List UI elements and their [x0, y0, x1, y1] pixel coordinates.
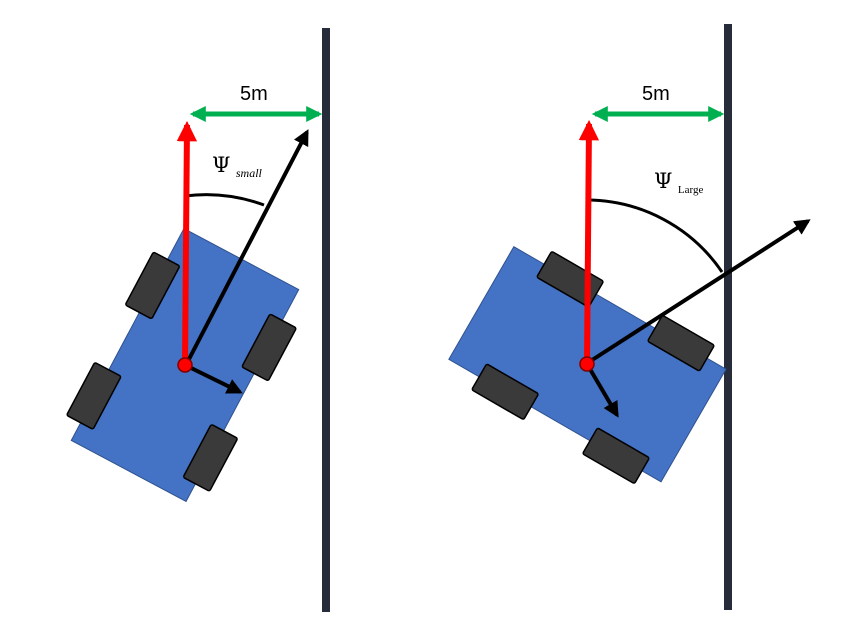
- right-wheel-rear-left: [582, 427, 650, 484]
- right-angle-label: Ψ Large: [654, 169, 703, 196]
- right-velocity-arrow: [587, 219, 811, 364]
- left-wheel-rear-right: [183, 424, 238, 492]
- left-angle-subscript: small: [236, 166, 263, 180]
- left-wheel-rear-left: [66, 362, 122, 430]
- left-vehicle-center: [177, 357, 193, 373]
- right-heading-arrow: [578, 119, 600, 365]
- right-wheel-front-left: [471, 363, 539, 420]
- left-angle-symbol: Ψ: [212, 153, 230, 177]
- right-lateral-arrow: [585, 362, 619, 418]
- left-wheel-front-left: [125, 251, 180, 320]
- left-distance-label: 5m: [240, 83, 268, 105]
- left-velocity-arrow: [185, 129, 309, 364]
- right-angle-symbol: Ψ: [654, 169, 672, 193]
- right-angle-subscript: Large: [678, 184, 704, 196]
- right-wheel-rear-right: [647, 315, 715, 372]
- left-angle-arc: [184, 193, 265, 207]
- right-vehicle-center: [579, 356, 595, 372]
- left-lateral-arrow: [184, 363, 243, 394]
- left-wheel-front-right: [241, 313, 297, 381]
- left-angle-label: Ψ small: [212, 153, 263, 180]
- right-angle-arc: [586, 198, 724, 273]
- right-distance-label: 5m: [642, 83, 670, 105]
- left-panel: 5m Ψ small: [66, 28, 330, 612]
- left-heading-arrow: [176, 120, 198, 366]
- right-panel: 5m Ψ Large: [448, 24, 811, 610]
